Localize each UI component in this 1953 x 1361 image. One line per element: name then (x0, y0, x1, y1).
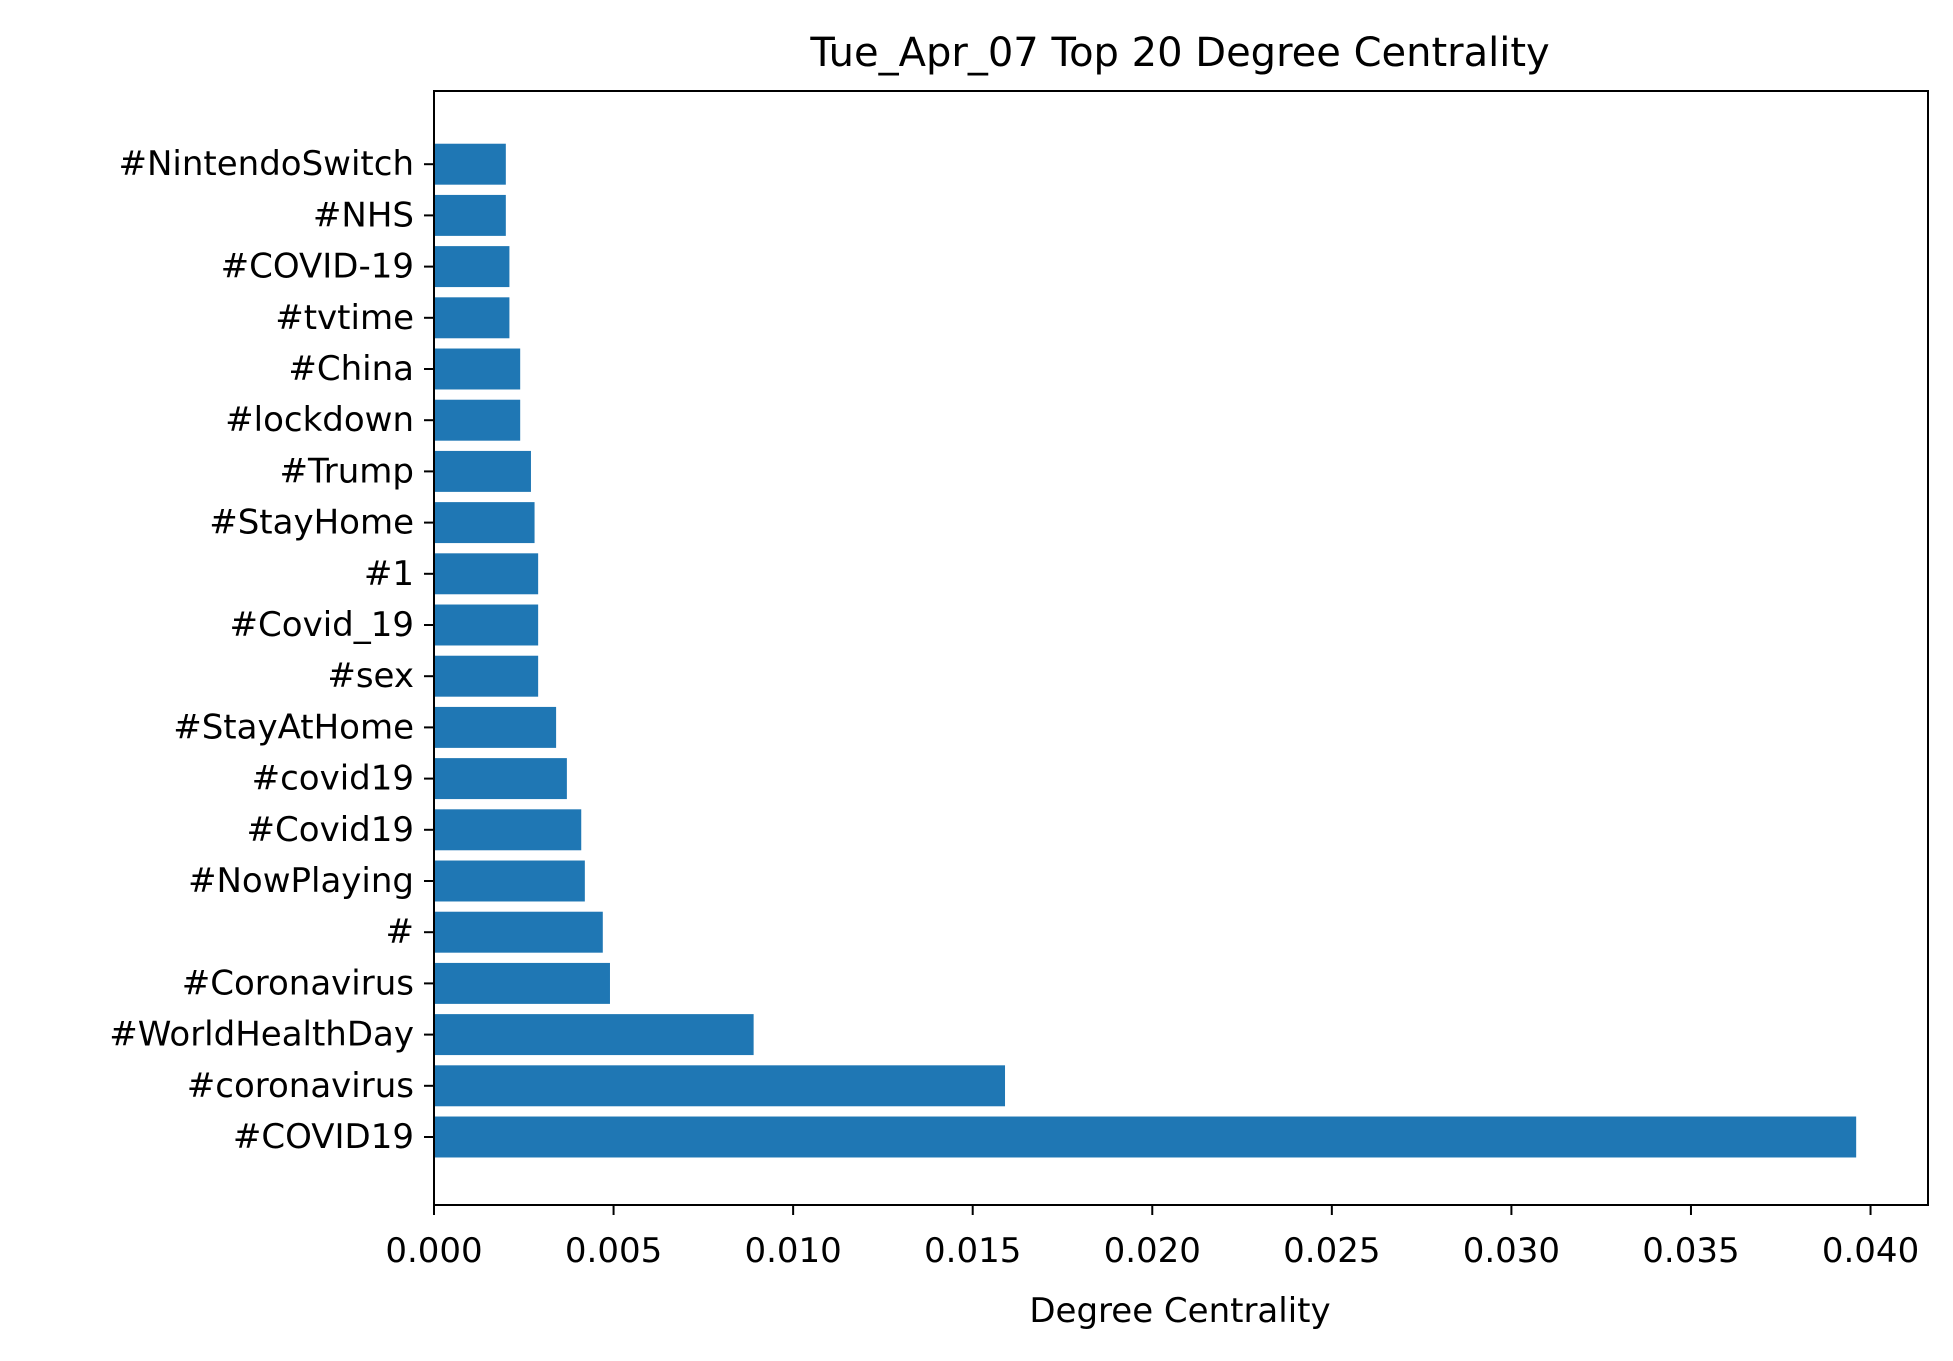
bar (434, 297, 510, 339)
x-tick-label: 0.020 (1104, 1231, 1201, 1271)
bar (434, 450, 531, 492)
y-tick-label: #StayHome (209, 503, 414, 543)
y-tick-label: #StayAtHome (173, 707, 414, 747)
bar (434, 502, 535, 544)
bar (434, 143, 506, 185)
y-tick-label: #tvtime (275, 298, 414, 338)
y-tick-label: #Coronavirus (182, 963, 414, 1003)
x-axis-ticks: 0.000 0.005 0.010 0.015 0.020 0.025 0.030 0.035… (385, 1205, 1919, 1271)
bar (434, 962, 610, 1004)
bar (434, 1116, 1857, 1158)
bar (434, 706, 557, 748)
y-tick-label: #1 (364, 554, 414, 594)
bar (434, 399, 521, 441)
x-tick-label: 0.035 (1642, 1231, 1739, 1271)
bar (434, 1014, 754, 1056)
x-tick-label: 0.015 (924, 1231, 1021, 1271)
bar (434, 860, 585, 902)
x-tick-label: 0.005 (565, 1231, 662, 1271)
y-tick-label: # (386, 912, 415, 952)
y-tick-label: #NintendoSwitch (118, 144, 414, 184)
bar (434, 1065, 1006, 1107)
x-tick-label: 0.010 (744, 1231, 841, 1271)
bar (434, 194, 506, 236)
chart-title: Tue_Apr_07 Top 20 Degree Centrality (809, 30, 1549, 76)
bar (434, 911, 603, 953)
x-tick-label: 0.030 (1463, 1231, 1560, 1271)
y-axis-ticks: #COVID19 #coronavirus #WorldHealthDay #Coro… (109, 144, 434, 1157)
x-tick-label: 0.040 (1822, 1231, 1919, 1271)
y-tick-label: #lockdown (225, 400, 414, 440)
bar (434, 348, 521, 390)
y-tick-label: #COVID19 (233, 1117, 414, 1157)
y-tick-label: #Covid19 (247, 810, 414, 850)
bar (434, 655, 539, 697)
bar (434, 604, 539, 646)
bar (434, 246, 510, 288)
y-tick-label: #Covid_19 (230, 605, 414, 645)
bar (434, 809, 582, 851)
y-tick-label: #NowPlaying (188, 861, 414, 901)
y-tick-label: #coronavirus (187, 1066, 414, 1106)
y-tick-label: #China (288, 349, 414, 389)
bar (434, 553, 539, 595)
bar (434, 758, 567, 800)
x-tick-label: 0.000 (385, 1231, 482, 1271)
y-tick-label: #Trump (280, 451, 415, 491)
y-tick-label: #NHS (313, 195, 414, 235)
x-tick-label: 0.025 (1283, 1231, 1380, 1271)
y-tick-label: #WorldHealthDay (109, 1015, 414, 1055)
y-tick-label: #sex (327, 656, 414, 696)
bars-group (434, 143, 1857, 1158)
y-tick-label: #COVID-19 (221, 247, 414, 287)
plot-frame (433, 90, 1929, 1206)
y-tick-label: #covid19 (252, 759, 414, 799)
x-axis-label: Degree Centrality (1029, 1291, 1330, 1331)
